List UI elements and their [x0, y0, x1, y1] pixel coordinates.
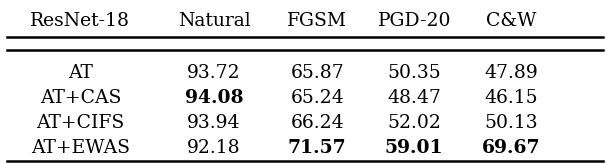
Text: FGSM: FGSM: [287, 12, 347, 30]
Text: AT+CIFS: AT+CIFS: [36, 114, 124, 132]
Text: 46.15: 46.15: [484, 89, 538, 107]
Text: 48.47: 48.47: [387, 89, 441, 107]
Text: AT: AT: [68, 64, 93, 82]
Text: 50.35: 50.35: [387, 64, 441, 82]
Text: 52.02: 52.02: [387, 114, 441, 132]
Text: 59.01: 59.01: [385, 139, 443, 157]
Text: 69.67: 69.67: [483, 139, 540, 157]
Text: ResNet-18: ResNet-18: [30, 12, 131, 30]
Text: 93.72: 93.72: [187, 64, 241, 82]
Text: 50.13: 50.13: [484, 114, 538, 132]
Text: C&W: C&W: [486, 12, 537, 30]
Text: 66.24: 66.24: [290, 114, 344, 132]
Text: 92.18: 92.18: [187, 139, 241, 157]
Text: AT+EWAS: AT+EWAS: [31, 139, 130, 157]
Text: 93.94: 93.94: [187, 114, 241, 132]
Text: 65.24: 65.24: [290, 89, 344, 107]
Text: 47.89: 47.89: [484, 64, 539, 82]
Text: 94.08: 94.08: [185, 89, 243, 107]
Text: PGD-20: PGD-20: [378, 12, 451, 30]
Text: 71.57: 71.57: [288, 139, 346, 157]
Text: 65.87: 65.87: [290, 64, 344, 82]
Text: AT+CAS: AT+CAS: [40, 89, 121, 107]
Text: Natural: Natural: [178, 12, 250, 30]
